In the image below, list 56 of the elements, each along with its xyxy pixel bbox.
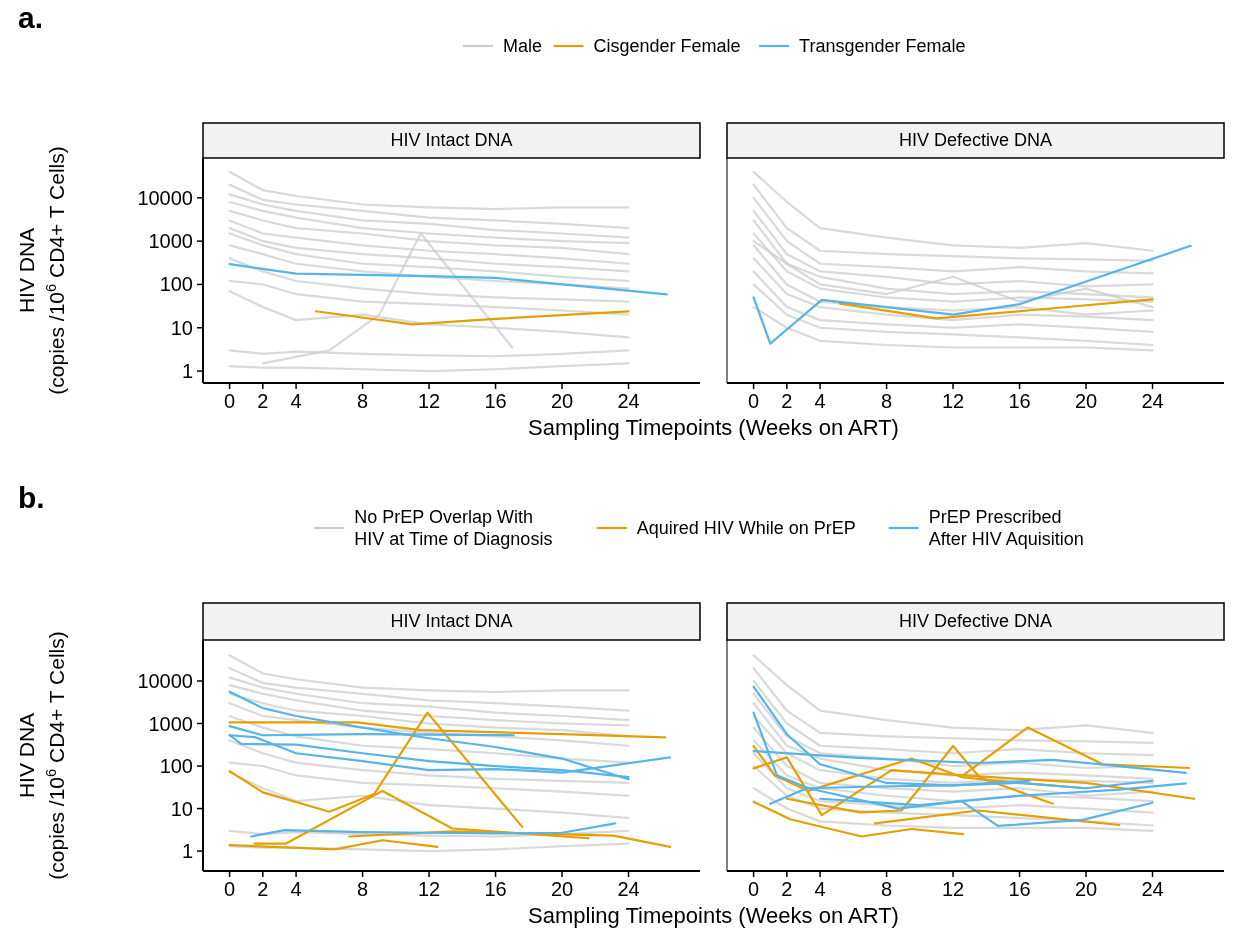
x-tick-label: 24 — [617, 390, 640, 412]
x-tick-label: 0 — [748, 878, 760, 900]
x-tick-label: 24 — [617, 878, 640, 900]
legend-label: No PrEP Overlap With HIV at Time of Diagnosis — [354, 507, 553, 549]
legend-label: Cisgender Female — [593, 36, 741, 56]
y-tick-label: 10000 — [137, 186, 193, 209]
x-tick-label: 8 — [881, 390, 893, 412]
x-tick-label: 16 — [1008, 878, 1031, 900]
x-tick-label: 4 — [814, 390, 826, 412]
x-tick-label: 16 — [484, 390, 507, 412]
text: a. — [18, 1, 44, 34]
x-tick-label: 2 — [257, 878, 269, 900]
x-tick-label: 24 — [1141, 878, 1164, 900]
x-tick-label: 24 — [1141, 390, 1164, 412]
x-tick-label: 16 — [484, 878, 507, 900]
x-tick-label: 8 — [357, 878, 369, 900]
legend-label: PrEP Prescribed After HIV Aquisition — [928, 507, 1084, 549]
y-tick-label: 1 — [181, 840, 193, 863]
x-tick-label: 2 — [781, 878, 793, 900]
x-axis-title: Sampling Timepoints (Weeks on ART) — [528, 903, 899, 928]
x-tick-label: 8 — [357, 390, 369, 412]
x-tick-label: 2 — [257, 390, 269, 412]
y-tick-label: 10000 — [137, 669, 193, 692]
x-tick-label: 20 — [550, 878, 574, 900]
legend-label: Aquired HIV While on PrEP — [636, 518, 856, 538]
x-tick-label: 8 — [881, 878, 893, 900]
x-tick-label: 20 — [1074, 390, 1098, 412]
text: b. — [18, 481, 45, 514]
legend-label: Transgender Female — [799, 36, 966, 56]
x-tick-label: 0 — [224, 878, 236, 900]
y-tick-label: 100 — [159, 273, 193, 296]
y-tick-label: 1 — [181, 360, 193, 383]
y-tick-label: 10 — [170, 316, 193, 339]
y-tick-label: 10 — [170, 797, 193, 820]
x-tick-label: 4 — [290, 390, 302, 412]
chart-title: HIV Defective DNA — [898, 129, 1053, 150]
x-tick-label: 4 — [814, 878, 826, 900]
x-tick-label: 4 — [290, 878, 302, 900]
y-tick-label: 1000 — [148, 712, 193, 735]
x-tick-label: 12 — [941, 878, 965, 900]
x-tick-label: 12 — [417, 390, 441, 412]
x-tick-label: 16 — [1008, 390, 1031, 412]
chart-title: HIV Intact DNA — [390, 610, 513, 631]
legend-label: Male — [503, 36, 543, 56]
chart-title: HIV Defective DNA — [898, 610, 1053, 631]
x-tick-label: 12 — [941, 390, 965, 412]
x-tick-label: 0 — [224, 390, 236, 412]
x-tick-label: 0 — [748, 390, 760, 412]
x-tick-label: 2 — [781, 390, 793, 412]
y-tick-label: 1000 — [148, 230, 193, 253]
x-tick-label: 20 — [1074, 878, 1098, 900]
x-tick-label: 20 — [550, 390, 574, 412]
x-axis-title: Sampling Timepoints (Weeks on ART) — [528, 415, 899, 440]
x-tick-label: 12 — [417, 878, 441, 900]
chart-title: HIV Intact DNA — [390, 129, 513, 150]
y-tick-label: 100 — [159, 755, 193, 778]
